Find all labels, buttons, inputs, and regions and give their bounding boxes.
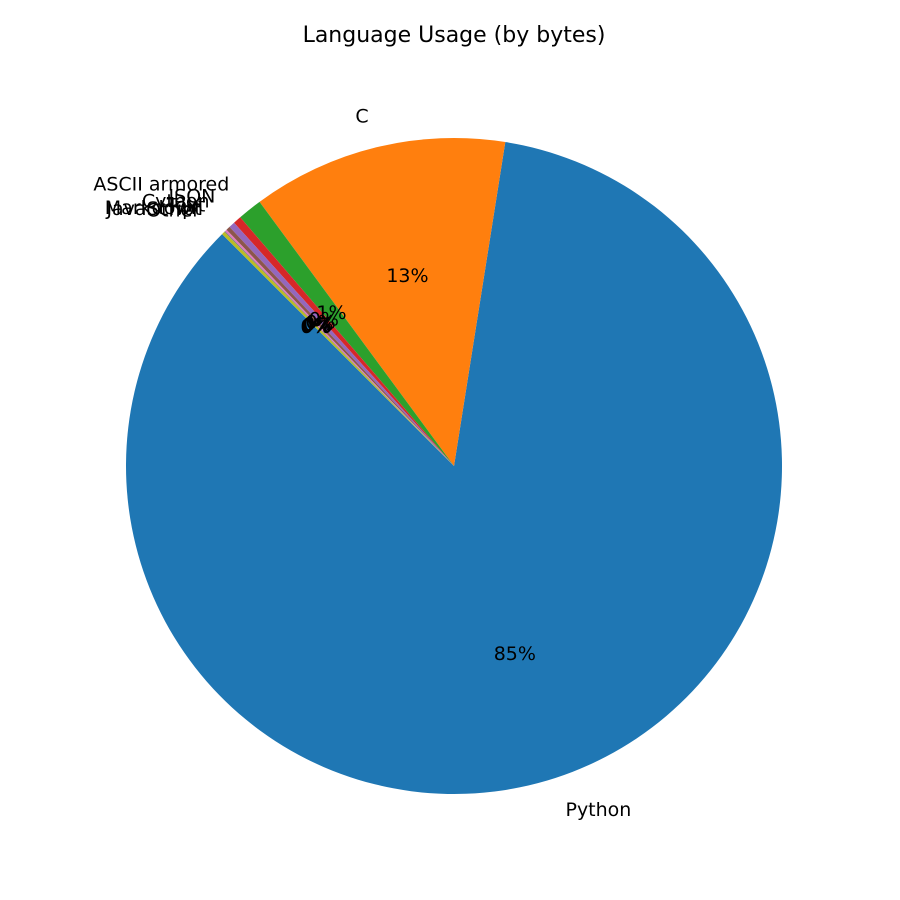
pct-labels-layer: 85%13%1%0%0%0%0%0%0% (300, 265, 536, 665)
pie-slice-cython (229, 222, 454, 466)
slice-pct-python: 85% (494, 643, 536, 665)
slice-pct-text: 0% (303, 313, 333, 335)
labels-layer: Python C ASCII armoredJSONCythonTextMarkdo… (93, 105, 631, 821)
slice-pct-c: 13% (386, 265, 428, 287)
slices-layer (126, 138, 783, 795)
slice-label-other: Other (146, 200, 200, 222)
slice-label-python: Python (565, 799, 631, 821)
pie-slice-other (222, 231, 454, 466)
slice-label-json: JSON (168, 185, 216, 207)
slice-pct-cython: 0% (306, 311, 336, 333)
slice-pct-other: 0% (300, 316, 330, 338)
pie-slice-text (226, 226, 454, 466)
slice-pct-javascript: 0% (301, 315, 331, 337)
slice-label-c: C (355, 105, 368, 127)
pie-slice-javascript (224, 231, 454, 466)
slice-pct-markdown: 0% (302, 315, 332, 337)
pie-slice-c (259, 138, 506, 466)
chart-title: Language Usage (by bytes) (303, 23, 606, 48)
pie-slice-python (126, 142, 783, 795)
slice-pct-json: 0% (309, 308, 339, 330)
pie-slice-markdown (225, 229, 454, 466)
slice-label-cython: Cython (142, 191, 210, 213)
pie-slice-json (234, 217, 454, 466)
slice-label-javascript: JavaScript (105, 198, 201, 220)
slice-label-text: Text (166, 195, 205, 217)
slice-label-ascii-armored: ASCII armored (93, 174, 229, 196)
pie-slice-ascii-armored (240, 201, 454, 467)
slice-label-markdown: Markdown (105, 197, 203, 219)
slice-pct-ascii-armored: 1% (316, 302, 346, 324)
